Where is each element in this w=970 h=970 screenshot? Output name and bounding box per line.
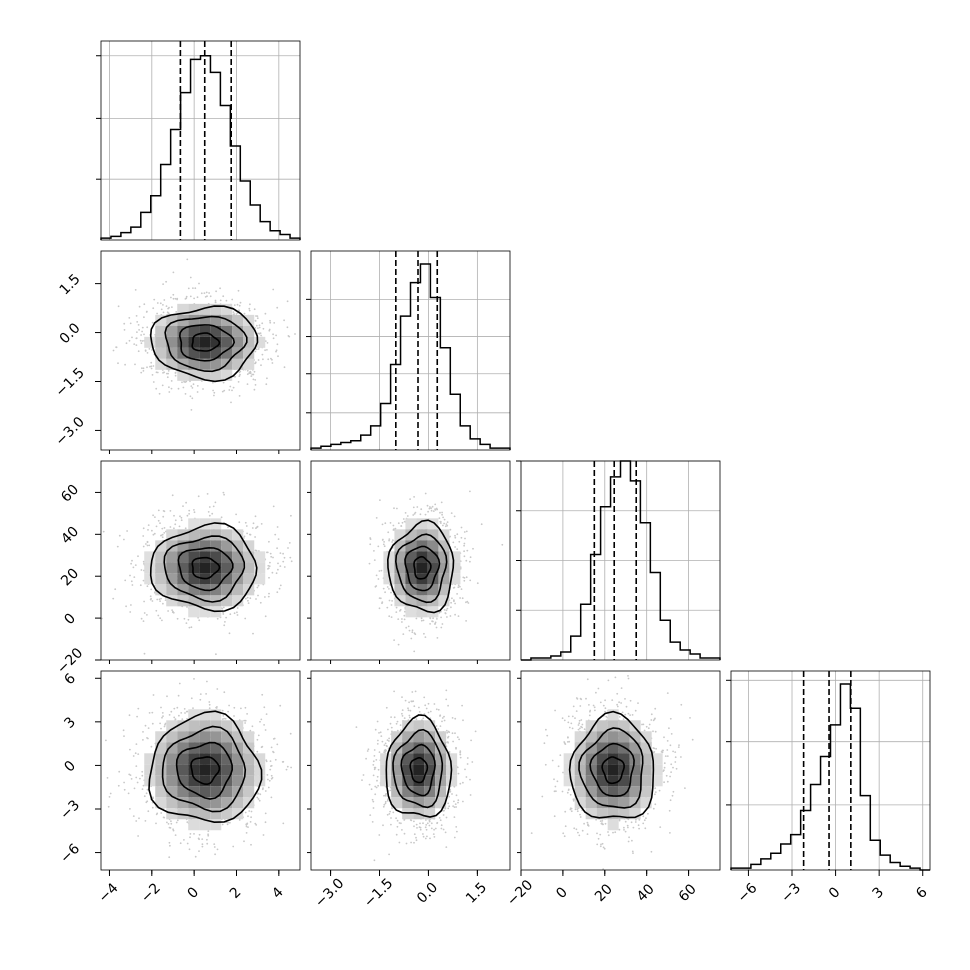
xtick-label-2-3: 40 — [634, 881, 658, 905]
ytick-label-3-4: 6 — [61, 671, 79, 689]
contour-2-1-1 — [404, 545, 441, 592]
xtick-label-3-1: −3 — [778, 880, 804, 906]
ytick-label-2-2: 20 — [58, 565, 82, 589]
xtick-label-1-2: 0.0 — [414, 880, 441, 907]
hist-0-frame — [100, 40, 301, 241]
density-3-1-frame — [310, 670, 511, 871]
hist-1-steps — [310, 263, 511, 450]
density-cells-3-1 — [380, 720, 458, 820]
contour-3-2-3 — [568, 710, 655, 819]
density-3-0-frame — [100, 670, 301, 871]
ytick-label-2-4: 60 — [58, 482, 82, 506]
contour-2-1-0 — [413, 555, 432, 580]
ytick-label-3-2: 0 — [61, 758, 79, 776]
contour-3-1-1 — [400, 743, 436, 797]
contour-2-1-3 — [386, 519, 455, 614]
contour-3-2-0 — [601, 756, 625, 785]
xtick-label-0-1: −2 — [138, 880, 164, 906]
xtick-label-0-0: −4 — [96, 880, 122, 906]
density-cells-1-0 — [144, 303, 266, 381]
xtick-label-1-3: 1.5 — [463, 880, 490, 907]
contour-3-0-0 — [190, 756, 221, 786]
xtick-label-2-1: 0 — [553, 884, 571, 902]
ytick-label-3-1: −3 — [57, 797, 83, 823]
ytick-label-1-3: 1.5 — [57, 271, 84, 298]
contour-2-0-0 — [191, 556, 221, 580]
ytick-label-2-0: −20 — [54, 645, 86, 677]
hist-panel-3 — [726, 670, 931, 871]
xtick-label-1-0: −3.0 — [312, 875, 347, 910]
density-panel-3-2 — [520, 670, 721, 871]
density-panel-1-0 — [100, 250, 301, 451]
density-panel-2-0 — [100, 460, 301, 661]
hist-1-frame — [310, 250, 511, 451]
ytick-label-1-1: −1.5 — [52, 365, 87, 400]
contour-2-0-3 — [149, 522, 258, 613]
xtick-label-1-1: −1.5 — [361, 875, 396, 910]
contour-2-0-1 — [177, 546, 234, 592]
contour-3-2-2 — [578, 727, 644, 809]
density-panel-3-1 — [310, 670, 511, 871]
ytick-label-2-3: 40 — [58, 524, 82, 548]
contour-3-0-3 — [148, 710, 263, 824]
hist-0-steps — [100, 54, 301, 240]
density-cells-3-2 — [563, 709, 663, 831]
hist-2-frame — [520, 460, 721, 661]
density-cells-2-1 — [383, 518, 461, 618]
contour-2-0-2 — [163, 535, 246, 603]
ytick-label-1-0: −3.0 — [52, 414, 87, 449]
hist-3-steps — [730, 683, 930, 871]
contour-1-0-3 — [149, 305, 259, 383]
contour-3-0-1 — [175, 741, 234, 800]
ytick-label-1-2: 0.0 — [57, 320, 84, 347]
density-panel-3-0 — [100, 670, 301, 871]
xtick-label-0-2: 0 — [185, 884, 203, 902]
ytick-label-3-3: 3 — [61, 714, 79, 732]
contour-3-0-2 — [161, 725, 247, 813]
density-2-0-frame — [100, 460, 301, 661]
density-2-1-frame — [310, 460, 511, 661]
xtick-label-2-2: 20 — [592, 881, 616, 905]
xtick-label-0-3: 2 — [227, 884, 245, 902]
contour-3-2-1 — [589, 742, 635, 797]
hist-panel-2 — [516, 460, 721, 661]
contour-2-1-2 — [394, 533, 448, 604]
xtick-label-3-3: 3 — [870, 884, 888, 902]
ytick-label-2-1: 0 — [61, 610, 79, 628]
density-3-2-frame — [520, 670, 721, 871]
contour-3-1-3 — [385, 714, 453, 818]
xtick-label-3-2: 0 — [826, 884, 844, 902]
density-1-0-frame — [100, 250, 301, 451]
xtick-label-2-4: 60 — [676, 881, 700, 905]
hist-3-frame — [730, 670, 931, 871]
contour-1-0-1 — [178, 324, 236, 362]
xtick-label-3-4: 6 — [913, 884, 931, 902]
contour-3-1-2 — [392, 728, 444, 809]
contour-1-0-2 — [164, 315, 248, 373]
contour-3-1-0 — [409, 757, 429, 784]
density-panel-2-1 — [310, 460, 511, 661]
xtick-label-0-4: 4 — [269, 884, 287, 902]
xtick-label-3-0: −6 — [735, 880, 761, 906]
xtick-label-2-0: −20 — [504, 877, 536, 909]
ytick-label-3-0: −6 — [57, 841, 83, 867]
hist-panel-1 — [306, 250, 511, 451]
contour-1-0-0 — [191, 332, 221, 352]
hist-panel-0 — [96, 40, 301, 241]
